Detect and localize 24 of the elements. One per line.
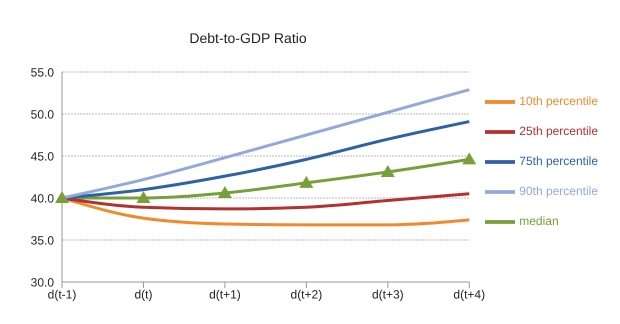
y-tick-label: 30.0	[30, 275, 54, 290]
point	[380, 164, 395, 177]
x-tick-label: d(t)	[134, 288, 152, 302]
legend-label: 90th percentile	[519, 184, 598, 198]
legend-label: median	[519, 214, 559, 228]
x-tick-label: d(t-1)	[48, 288, 76, 302]
legend-label: 25th percentile	[519, 124, 598, 138]
point	[462, 152, 476, 164]
legend-label: 75th percentile	[519, 154, 598, 168]
point	[55, 191, 69, 203]
x-tick-label: d(t+4)	[453, 288, 486, 302]
y-tick-label: 35.0	[30, 233, 54, 248]
y-tick-label: 50.0	[30, 107, 54, 122]
x-tick-label: d(t+2)	[290, 288, 322, 302]
x-tick-label: d(t+3)	[372, 288, 404, 302]
y-tick-label: 55.0	[30, 65, 54, 80]
point	[218, 186, 232, 198]
legend-label: 10th percentile	[519, 94, 598, 108]
y-tick-label: 40.0	[30, 191, 54, 206]
x-tick-label: d(t+1)	[209, 288, 241, 302]
y-tick-label: 45.0	[30, 149, 54, 164]
point	[299, 176, 314, 188]
chart-title: Debt-to-GDP Ratio	[188, 30, 308, 46]
point	[136, 191, 150, 203]
